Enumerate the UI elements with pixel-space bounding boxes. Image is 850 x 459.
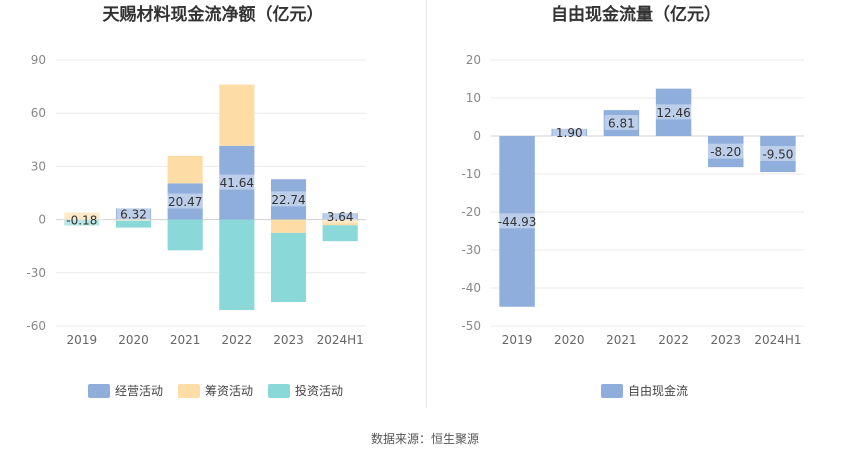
bar (64, 212, 100, 220)
cash-flow-chart: 天赐材料现金流净额（亿元） 90 60 30 0 -30 -60 2019 2020 2021 20… (26, 4, 366, 398)
bar (499, 136, 535, 307)
x-tick-label: 2024H1 (754, 333, 801, 347)
data-label: 20.47 (168, 195, 202, 209)
legend-swatch (268, 384, 290, 398)
bar (115, 220, 152, 228)
bar (322, 213, 358, 220)
legend-label: 筹资活动 (205, 384, 253, 398)
y-tick-label: 60 (31, 106, 46, 120)
legend-label: 经营活动 (115, 384, 163, 398)
bar (219, 219, 255, 311)
data-label-bg (604, 115, 639, 131)
data-label-bg (757, 146, 799, 162)
data-label-bg (61, 211, 103, 227)
data-label: -9.50 (762, 148, 793, 162)
y-tick-label: 20 (466, 53, 481, 67)
bar (64, 219, 100, 226)
bar (219, 145, 255, 220)
chart-title: 自由现金流量（亿元） (551, 4, 721, 25)
y-tick-label: 0 (38, 213, 46, 227)
y-tick-label: -30 (461, 243, 481, 257)
data-label-bg (705, 143, 747, 159)
x-tick-label: 2021 (606, 333, 637, 347)
free-cash-flow-chart: 自由现金流量（亿元） 20 10 0 -10 -20 -30 -40 -50 2019 2020 20… (461, 4, 804, 398)
bar (219, 84, 255, 146)
bar (167, 155, 203, 184)
data-label: -8.20 (710, 145, 741, 159)
legend-label: 自由现金流 (628, 383, 688, 398)
data-label-bg (268, 191, 309, 207)
x-tick-label: 2024H1 (317, 333, 364, 347)
y-tick-label: 90 (31, 53, 46, 67)
y-tick-label: -50 (461, 319, 481, 333)
bar (708, 136, 744, 168)
data-label: 12.46 (656, 106, 690, 120)
data-label: -44.93 (498, 215, 537, 229)
y-tick-label: -30 (26, 266, 46, 280)
y-tick-label: 10 (466, 91, 481, 105)
x-tick-label: 2019 (67, 333, 98, 347)
data-label: 6.81 (608, 117, 635, 131)
data-label-bg (116, 205, 151, 221)
x-tick-label: 2023 (273, 333, 304, 347)
bar (760, 136, 796, 173)
bar (270, 232, 307, 303)
data-label: 1.90 (556, 126, 583, 140)
bar (270, 179, 307, 220)
x-tick-label: 2022 (222, 333, 253, 347)
data-label: -0.18 (66, 213, 97, 227)
data-label-bg (653, 104, 695, 120)
bar (167, 219, 203, 251)
data-label: 3.64 (327, 210, 354, 224)
y-tick-label: -20 (461, 205, 481, 219)
bar (603, 110, 640, 136)
bar (655, 88, 692, 136)
x-tick-label: 2023 (710, 333, 741, 347)
bar (551, 128, 587, 136)
legend-swatch (601, 384, 623, 398)
bar (115, 208, 152, 220)
x-tick-label: 2022 (658, 333, 689, 347)
x-tick-label: 2019 (502, 333, 533, 347)
data-label-bg (552, 124, 587, 140)
y-tick-label: -10 (461, 167, 481, 181)
bar (322, 219, 358, 226)
bar (167, 183, 203, 220)
y-tick-label: -60 (26, 319, 46, 333)
bar (322, 225, 358, 242)
legend-swatch (88, 384, 110, 398)
x-tick-label: 2020 (118, 333, 149, 347)
source-note: 数据来源：恒生聚源 (370, 432, 479, 446)
legend-label: 投资活动 (295, 383, 343, 398)
data-label-bg (216, 174, 258, 190)
bar (115, 219, 152, 221)
data-label: 22.74 (271, 193, 305, 207)
x-tick-label: 2020 (554, 333, 585, 347)
x-tick-label: 2021 (170, 333, 201, 347)
data-label-bg (164, 193, 206, 209)
data-label: 6.32 (120, 207, 147, 221)
data-label: 41.64 (220, 176, 254, 190)
legend-swatch (178, 384, 200, 398)
data-label-bg (492, 213, 542, 229)
data-label-bg (323, 208, 357, 224)
y-tick-label: 0 (473, 129, 481, 143)
y-tick-label: 30 (31, 159, 46, 173)
panel-divider (426, 0, 427, 408)
chart-title: 天赐材料现金流净额（亿元） (103, 4, 324, 25)
bar (270, 219, 307, 233)
y-tick-label: -40 (461, 281, 481, 295)
